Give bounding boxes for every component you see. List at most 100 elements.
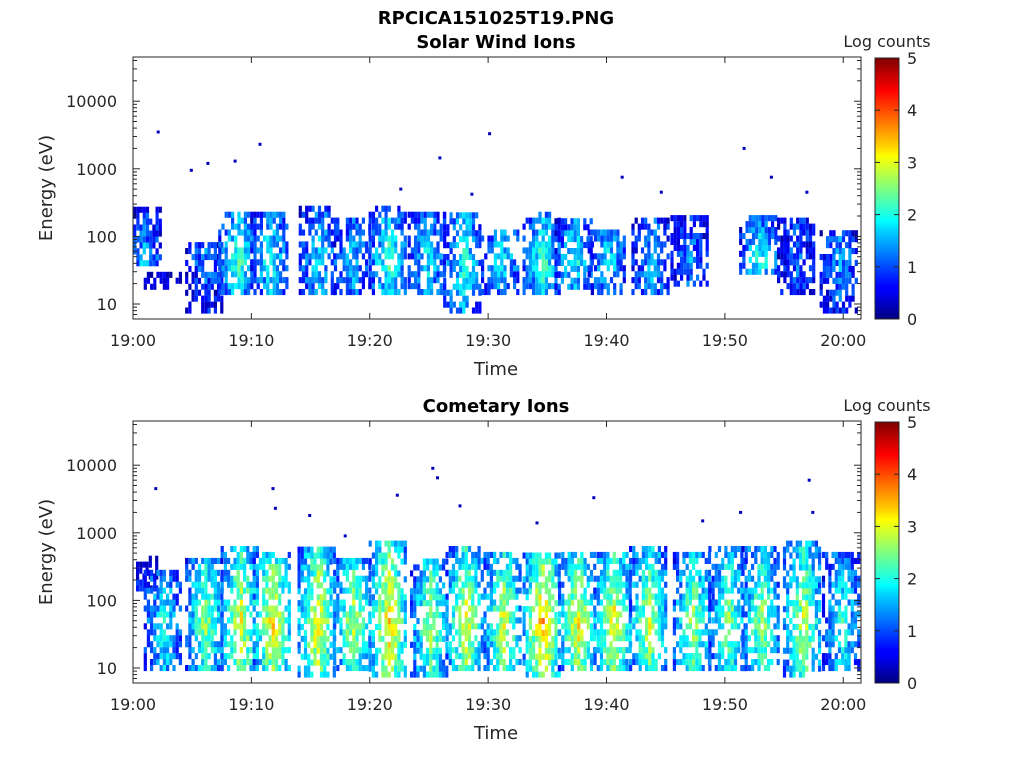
spectrogram-cell xyxy=(247,229,251,236)
spectrogram-cell xyxy=(172,569,176,576)
spectrogram-cell xyxy=(268,593,272,600)
spectrogram-cell xyxy=(224,211,228,218)
spectrogram-cell xyxy=(247,223,251,230)
spectrogram-cell xyxy=(355,659,359,666)
x-tick-label: 19:10 xyxy=(228,331,274,350)
spectrogram-cell xyxy=(231,283,235,290)
spectrogram-cell xyxy=(535,289,539,296)
spectrogram-cell xyxy=(612,629,616,636)
spectrogram-cell xyxy=(606,629,610,636)
spectrogram-cell xyxy=(162,617,166,624)
spectrogram-cell xyxy=(303,594,308,601)
spectrogram-cell xyxy=(188,248,192,255)
spectrogram-cell xyxy=(194,575,198,582)
spectrogram-cell xyxy=(513,259,517,266)
spectrogram-cell xyxy=(577,599,581,606)
spectrogram-cell xyxy=(704,629,708,636)
spectrogram-cell xyxy=(631,277,635,284)
spectrogram-cell xyxy=(247,289,251,296)
spectrogram-cell xyxy=(462,254,466,261)
spectrogram-cell xyxy=(683,227,687,234)
spectrogram-cell xyxy=(282,277,286,284)
spectrogram-cell xyxy=(432,653,436,660)
spectrogram-cell xyxy=(308,259,312,266)
spectrogram-cell xyxy=(316,600,320,607)
spectrogram-cell xyxy=(760,563,764,570)
spectrogram-cell xyxy=(207,623,211,630)
spectrogram-cell xyxy=(233,623,237,630)
spectrogram-cell xyxy=(403,576,407,583)
spectrogram-cell xyxy=(349,659,353,666)
spectrogram-cell xyxy=(733,641,738,648)
spectrogram-cell xyxy=(538,241,542,248)
spectrogram-cell xyxy=(799,235,803,242)
spectrogram-cell xyxy=(430,283,434,290)
spectrogram-cell xyxy=(217,557,221,564)
spectrogram-cell xyxy=(429,629,433,636)
spectrogram-cell xyxy=(361,647,365,654)
spectrogram-cell xyxy=(760,593,764,600)
spectrogram-cell xyxy=(324,229,328,236)
spectrogram-cell xyxy=(695,587,699,594)
spectrogram-cell xyxy=(619,629,623,636)
spectrogram-cell xyxy=(467,581,472,588)
spectrogram-cell xyxy=(609,587,613,594)
spectrogram-cell xyxy=(262,575,266,582)
spectrogram-cell xyxy=(250,277,254,284)
spectrogram-cell xyxy=(751,587,755,594)
spectrogram-cell xyxy=(220,546,224,553)
spectrogram-cell xyxy=(221,283,225,290)
spectrogram-cell xyxy=(786,546,790,553)
spectrogram-cell xyxy=(266,247,270,254)
spectrogram-cell xyxy=(368,600,372,607)
spectrogram-cell xyxy=(220,277,224,284)
spectrogram-cell xyxy=(802,223,806,230)
spectrogram-cell xyxy=(600,277,604,284)
spectrogram-cell xyxy=(751,659,755,666)
spectrogram-cell xyxy=(619,259,623,266)
spectrogram-cell xyxy=(419,665,423,672)
spectrogram-cell xyxy=(274,629,279,636)
spectrogram-cell xyxy=(599,629,604,636)
spectrogram-cell xyxy=(142,260,146,267)
spectrogram-cell xyxy=(698,593,702,600)
spectrogram-cell xyxy=(692,581,696,588)
spectrogram-cell xyxy=(796,223,800,230)
spectrogram-cell xyxy=(471,254,476,261)
spectrogram-cell xyxy=(754,641,758,648)
spectrogram-cell xyxy=(349,265,353,272)
spectrogram-cell xyxy=(599,623,604,630)
spectrogram-cell xyxy=(500,229,504,236)
spectrogram-cell xyxy=(603,581,607,588)
spectrogram-cell xyxy=(339,647,343,654)
spectrogram-cell xyxy=(590,241,594,248)
spectrogram-cell xyxy=(513,271,517,278)
spectrogram-cell xyxy=(528,271,532,278)
spectrogram-cell xyxy=(593,659,597,666)
spectrogram-cell xyxy=(384,217,388,224)
spectrogram-cell xyxy=(448,659,452,666)
spectrogram-cell xyxy=(465,265,469,272)
spectrogram-cell xyxy=(554,582,558,589)
spectrogram-cell xyxy=(252,587,256,594)
spectrogram-cell xyxy=(429,623,433,630)
spectrogram-cell xyxy=(227,289,231,296)
spectrogram-cell xyxy=(616,247,620,254)
spectrogram-cell xyxy=(551,223,555,230)
spectrogram-cell xyxy=(145,212,150,219)
spectrogram-cell xyxy=(760,659,764,666)
spectrogram-cell xyxy=(236,659,240,666)
spectrogram-cell xyxy=(426,629,430,636)
spectrogram-cell xyxy=(799,283,803,290)
spectrogram-cell xyxy=(755,227,759,234)
spectrogram-cell xyxy=(400,659,404,666)
spectrogram-cell xyxy=(612,647,616,654)
spectrogram-cell xyxy=(586,653,590,660)
spectrogram-cell xyxy=(371,229,375,236)
spectrogram-cell xyxy=(660,259,664,266)
spectrogram-cell xyxy=(310,618,314,625)
spectrogram-cell xyxy=(625,635,629,642)
spectrogram-cell xyxy=(197,265,202,272)
spectrogram-cell xyxy=(284,557,288,564)
spectrogram-cell xyxy=(252,557,256,564)
